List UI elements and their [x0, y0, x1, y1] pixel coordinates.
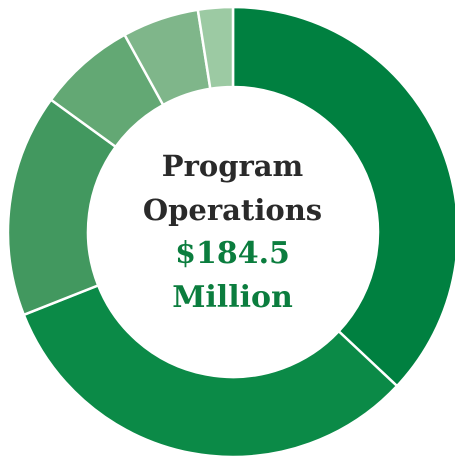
center-amount-unit: Million: [0, 283, 455, 313]
center-amount: $184.5: [0, 239, 455, 269]
donut-slices: [8, 7, 455, 457]
center-title-line-2: Operations: [0, 196, 455, 225]
center-title-line-1: Program: [0, 152, 455, 181]
